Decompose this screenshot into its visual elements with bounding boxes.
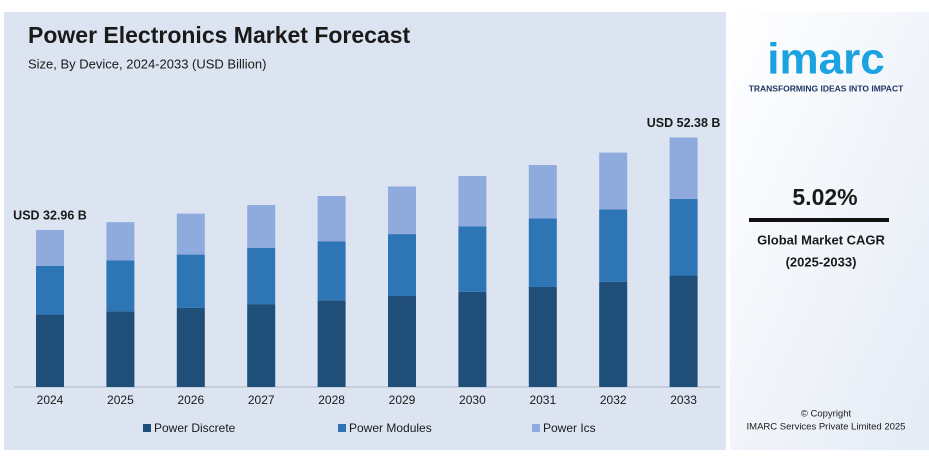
x-tick-label: 2032 [600,393,627,407]
bar-segment [176,254,205,308]
x-tick-label: 2031 [529,393,556,407]
bar-segment [247,304,276,387]
bar-segment [458,291,487,387]
bar-segment [106,222,135,261]
bar-segment [388,296,416,387]
side-panel [730,12,929,450]
cagr-label: Global Market CAGR [757,232,885,247]
total-label: USD 32.96 B [13,208,87,222]
bar-segment [458,175,487,227]
x-tick-label: 2026 [177,393,204,407]
legend-swatch [532,424,540,432]
logo: imarc [767,35,884,84]
bar-segment [599,209,628,282]
legend-label: Power Modules [349,421,432,435]
x-tick-label: 2030 [459,393,486,407]
copyright: © Copyright [801,409,852,420]
x-tick-label: 2028 [318,393,345,407]
bar-segment [528,165,557,219]
chart-subtitle: Size, By Device, 2024-2033 (USD Billion) [28,56,266,71]
bar-segment [528,286,557,387]
cagr-value: 5.02% [792,184,857,210]
cagr-period: (2025-2033) [786,254,857,269]
company: IMARC Services Private Limited 2025 [747,422,906,433]
x-tick-label: 2027 [248,393,275,407]
cagr-rule [749,218,889,222]
total-label: USD 52.38 B [647,116,721,130]
bar-segment [599,281,628,387]
bar-segment [317,300,346,387]
bar-segment [176,307,205,387]
x-tick-label: 2029 [389,393,416,407]
legend-swatch [143,424,151,432]
bar-segment [36,314,64,387]
bar-segment [36,266,64,315]
legend-label: Power Ics [543,421,596,435]
x-tick-label: 2025 [107,393,134,407]
bar-segment [106,260,135,312]
bar-segment [669,275,698,387]
bar-segment [247,205,276,248]
bar-segment [176,213,205,255]
chart-title: Power Electronics Market Forecast [28,22,411,48]
bar-segment [317,241,346,301]
bar-segment [599,152,628,210]
bar-segment [106,311,135,387]
bar-segment [669,198,698,276]
x-tick-label: 2033 [670,393,697,407]
bar-segment [669,137,698,199]
bar-segment [458,226,487,292]
bar-segment [388,186,416,235]
bar-segment [247,247,276,305]
bar-segment [317,195,346,242]
tagline: TRANSFORMING IDEAS INTO IMPACT [749,83,904,93]
x-tick-label: 2024 [37,393,64,407]
bar-segment [528,218,557,287]
bar-segment [36,229,64,267]
legend-label: Power Discrete [154,421,236,435]
bar-segment [388,234,416,297]
legend-swatch [338,424,346,432]
